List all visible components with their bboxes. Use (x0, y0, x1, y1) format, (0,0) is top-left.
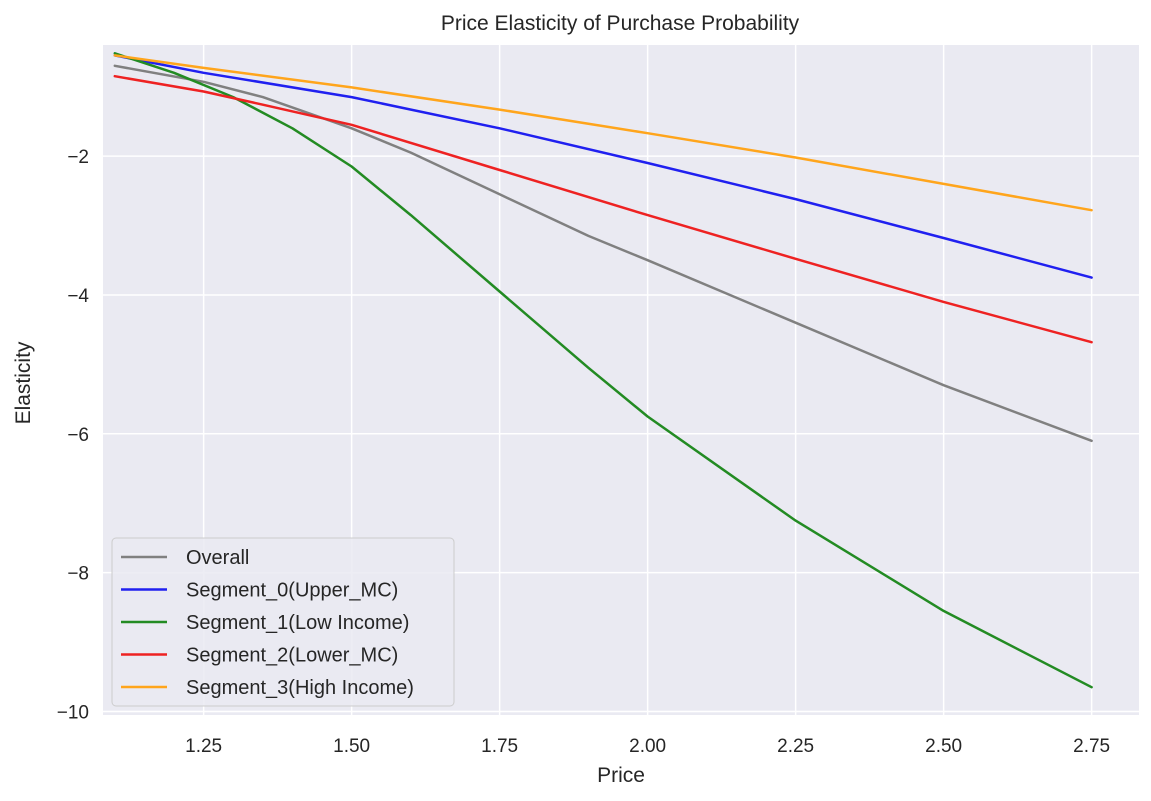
legend-label-0: Overall (186, 547, 249, 569)
x-axis-label: Price (597, 764, 645, 787)
y-tick-label: −4 (67, 286, 89, 307)
x-tick-label: 1.25 (185, 736, 222, 757)
series-line-4 (113, 54, 1093, 212)
legend: Overall Segment_0(Upper_MC) Segment_1(Low … (111, 537, 455, 707)
x-tick-label: 2.75 (1073, 736, 1110, 757)
legend-label-3: Segment_2(Lower_MC) (186, 645, 398, 667)
legend-label-1: Segment_0(Upper_MC) (186, 580, 398, 602)
series-layer (113, 52, 1093, 689)
legend-label-2: Segment_1(Low Income) (186, 612, 409, 634)
legend-box (111, 537, 455, 707)
x-tick-label: 2.25 (777, 736, 814, 757)
x-tick-label: 2.50 (925, 736, 962, 757)
series-line-1 (113, 54, 1093, 279)
x-tick-labels: 1.25 1.50 1.75 2.00 2.25 2.50 2.75 (185, 736, 1110, 757)
x-tick-label: 1.50 (333, 736, 370, 757)
chart-title: Price Elasticity of Purchase Probability (441, 12, 800, 35)
series-line-2 (113, 52, 1093, 689)
x-tick-label: 1.75 (481, 736, 518, 757)
legend-label-4: Segment_3(High Income) (186, 677, 414, 699)
series-line-3 (113, 74, 1093, 344)
y-axis-label: Elasticity (12, 341, 35, 424)
series-line-0 (113, 64, 1093, 443)
y-tick-label: −10 (57, 703, 89, 724)
x-tick-label: 2.00 (629, 736, 666, 757)
y-tick-labels: −2 −4 −6 −8 −10 (57, 147, 90, 723)
y-tick-label: −8 (67, 564, 89, 585)
y-tick-label: −6 (67, 425, 89, 446)
y-tick-label: −2 (67, 147, 89, 168)
grid-lines (103, 45, 1139, 715)
